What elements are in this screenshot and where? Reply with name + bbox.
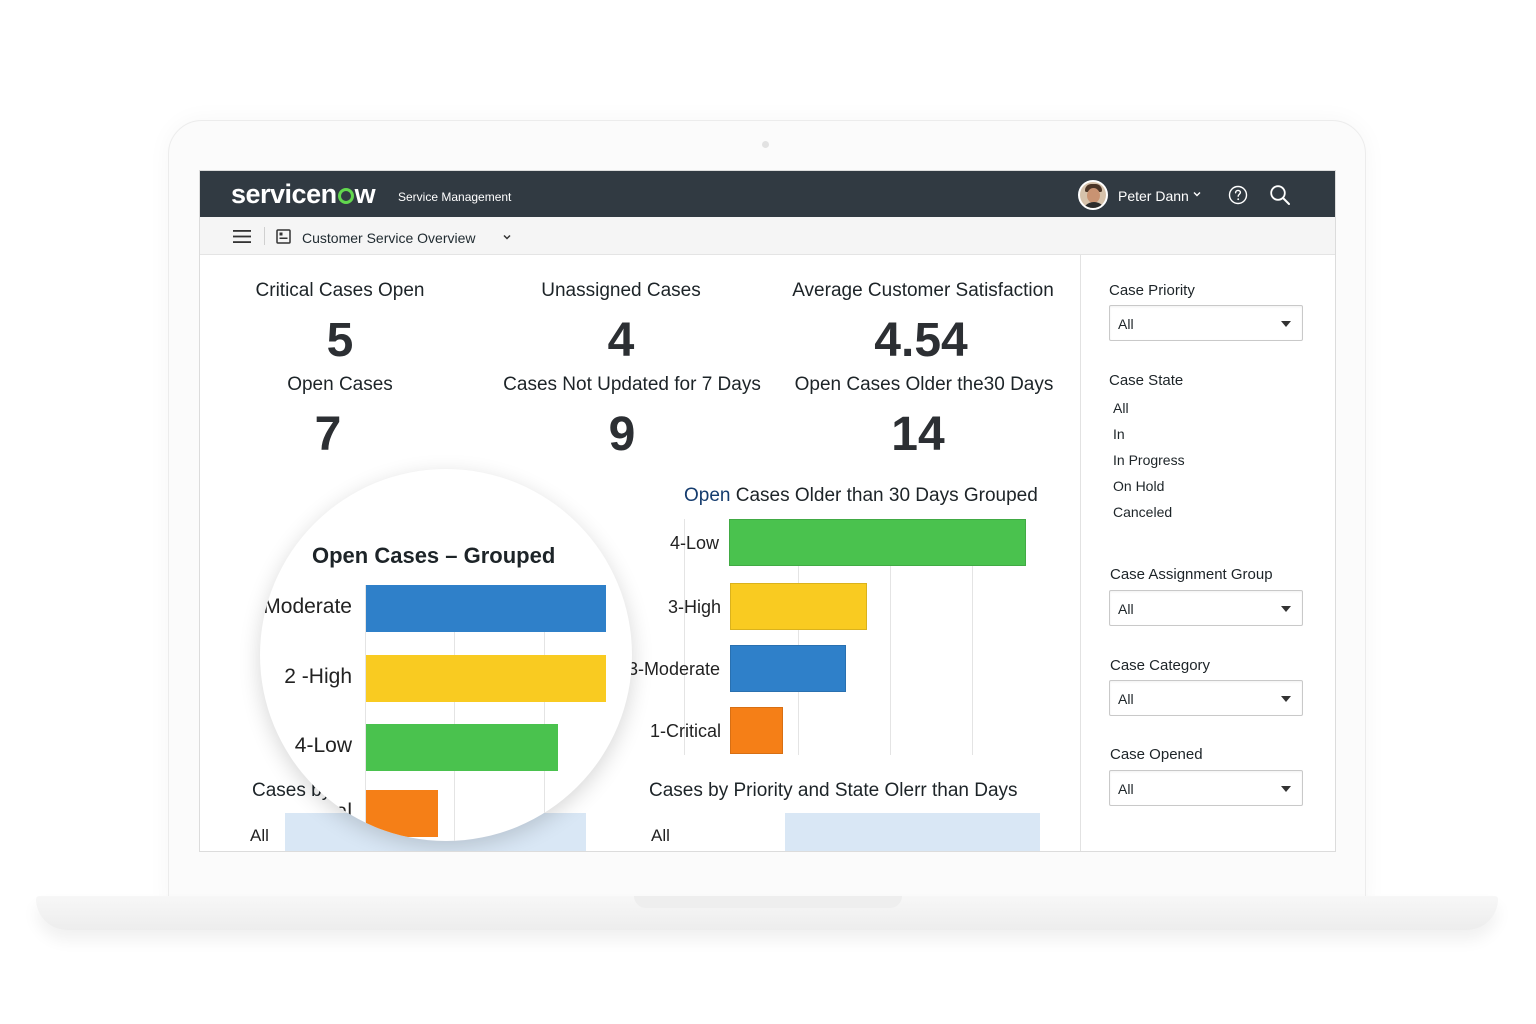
chart-title-older-cases: Open Cases Older than 30 Days Grouped — [684, 485, 1038, 506]
chart-gridline — [544, 585, 545, 841]
case-state-option-canceled[interactable]: Canceled — [1113, 504, 1173, 520]
metric-value-open-cases[interactable]: 7 — [314, 408, 342, 461]
chart-title-priority-state: Cases by Priority and State Olerr than D… — [649, 780, 1018, 801]
bar-3-moderate[interactable] — [366, 585, 606, 632]
chart-gridline — [454, 585, 455, 841]
case-state-option-in-progress[interactable]: In Progress — [1113, 452, 1185, 468]
magnifier-lens: Open Cases – Grouped 3 -Moderate 2 -High 4… — [260, 469, 632, 841]
dashboard-subbar: Customer Service Overview — [200, 217, 1335, 255]
case-assignment-group-select[interactable]: All — [1109, 590, 1303, 626]
search-icon[interactable] — [1269, 184, 1291, 206]
chart-gridline — [684, 519, 685, 755]
laptop-base-notch — [634, 896, 902, 908]
category-label: 3-High — [667, 597, 721, 617]
dashboard-main: Critical Cases Open 5 Unassigned Cases 4… — [200, 255, 1080, 851]
chart-gridline — [890, 519, 891, 755]
category-label: 1-Critical — [649, 721, 721, 741]
logo-o-icon — [337, 188, 354, 204]
caret-down-icon — [1281, 606, 1291, 612]
priority-state-chart-bar[interactable] — [785, 813, 1040, 851]
caret-down-icon — [1281, 696, 1291, 702]
case-state-option-on-hold[interactable]: On Hold — [1113, 478, 1165, 494]
caret-down-icon — [1281, 321, 1291, 327]
category-label: 2 -High — [284, 665, 352, 688]
bar-1-critical[interactable] — [730, 707, 784, 754]
chevron-down-icon[interactable] — [1192, 189, 1202, 199]
chart-title-open-cases-grouped: Open Cases – Grouped — [312, 543, 556, 568]
chart-gridline — [798, 519, 799, 755]
bar-3-moderate[interactable] — [730, 645, 846, 692]
servicenow-logo[interactable]: servicen w — [231, 179, 376, 209]
metric-title-open-cases: Open Cases — [287, 374, 393, 395]
bar-3-high[interactable] — [730, 583, 867, 630]
priority-chart-label: All — [250, 826, 269, 845]
metric-value-avg-satisfaction[interactable]: 4.54 — [874, 314, 968, 367]
category-label: 4-Low — [669, 533, 719, 553]
chevron-down-icon[interactable] — [502, 232, 512, 242]
subbar-divider — [264, 227, 265, 245]
bar-4-low[interactable] — [729, 519, 1026, 566]
category-label: 3 -Moderate — [260, 595, 352, 618]
category-label: 3-Moderate — [627, 659, 720, 679]
filter-label-assignment-group: Case Assignment Group — [1110, 566, 1273, 583]
priority-state-chart-label: All — [651, 826, 670, 845]
case-opened-select[interactable]: All — [1109, 770, 1303, 806]
metric-title-avg-satisfaction: Average Customer Satisfaction — [792, 280, 1054, 301]
chart-gridline — [972, 519, 973, 755]
metric-title-critical-cases: Critical Cases Open — [255, 280, 425, 301]
user-name[interactable]: Peter Dann — [1118, 188, 1189, 204]
sidebar-divider — [1080, 255, 1081, 851]
user-avatar[interactable] — [1078, 180, 1108, 210]
case-state-option-in[interactable]: In — [1113, 426, 1125, 442]
bar-2-high[interactable] — [366, 655, 606, 702]
metric-title-not-updated: Cases Not Updated for 7 Days — [503, 374, 761, 395]
filter-label-case-opened: Case Opened — [1110, 746, 1203, 763]
help-icon[interactable] — [1228, 185, 1248, 205]
metric-value-unassigned-cases[interactable]: 4 — [607, 314, 635, 367]
app-screen: servicen w Service Management Peter Dann — [199, 170, 1336, 852]
category-label: 1-Critical — [269, 800, 352, 823]
dashboard-icon — [276, 229, 291, 244]
laptop-camera — [762, 141, 769, 148]
bar-1-critical[interactable] — [366, 790, 438, 837]
case-state-option-all[interactable]: All — [1113, 400, 1129, 416]
metric-value-older-30-days[interactable]: 14 — [891, 408, 945, 461]
metric-title-older-30-days: Open Cases Older the30 Days — [794, 374, 1054, 395]
top-navigation-bar: servicen w Service Management Peter Dann — [200, 171, 1335, 217]
metric-title-unassigned-cases: Unassigned Cases — [541, 280, 701, 301]
case-priority-select[interactable]: All — [1109, 305, 1303, 341]
filter-label-case-state: Case State — [1109, 372, 1184, 389]
case-category-select[interactable]: All — [1109, 680, 1303, 716]
filter-label-case-priority: Case Priority — [1109, 282, 1195, 299]
caret-down-icon — [1281, 786, 1291, 792]
category-label: 4-Low — [294, 734, 352, 757]
bar-4-low[interactable] — [366, 724, 558, 771]
chart-gridline — [365, 585, 366, 841]
app-name: Service Management — [398, 190, 512, 204]
metric-value-critical-cases[interactable]: 5 — [326, 314, 354, 367]
metric-value-not-updated[interactable]: 9 — [608, 408, 636, 461]
filter-label-case-category: Case Category — [1110, 657, 1211, 674]
hamburger-menu-icon[interactable] — [233, 230, 251, 243]
dashboard-title-dropdown[interactable]: Customer Service Overview — [302, 230, 476, 246]
